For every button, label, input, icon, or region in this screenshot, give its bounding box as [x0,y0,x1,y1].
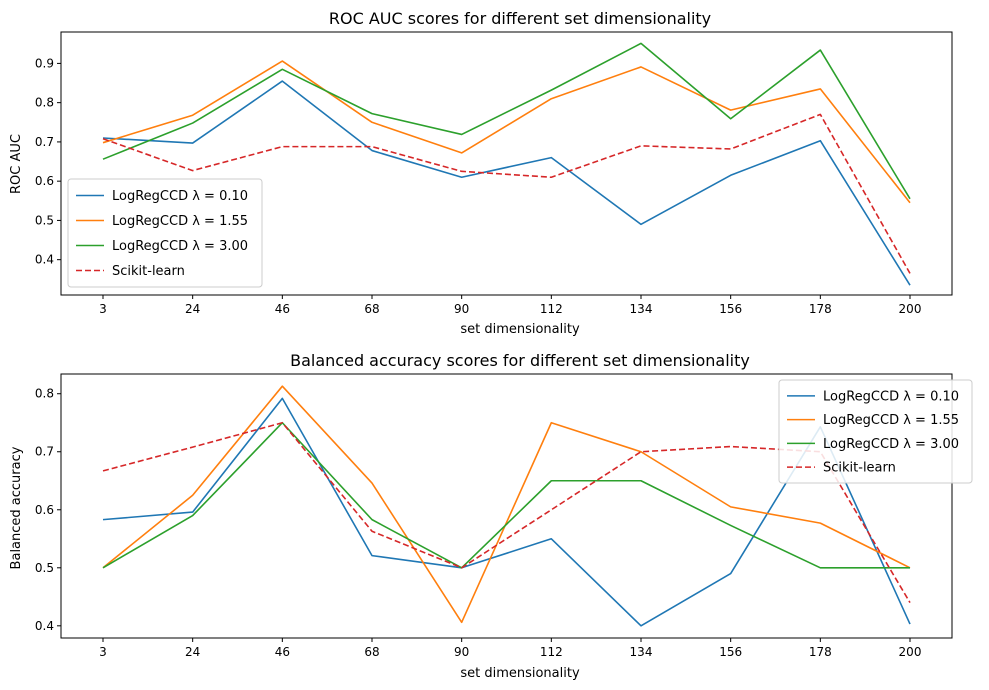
chart-title: Balanced accuracy scores for different s… [290,351,750,370]
x-tick-label: 24 [185,645,200,659]
legend-entry-label: LogRegCCD λ = 1.55 [112,214,248,229]
x-tick-label: 200 [899,302,922,316]
y-tick-label: 0.7 [35,135,54,149]
x-tick-label: 200 [899,645,922,659]
y-tick-label: 0.6 [35,174,54,188]
x-tick-label: 46 [275,302,290,316]
y-tick-label: 0.8 [35,96,54,110]
chart-title: ROC AUC scores for different set dimensi… [329,9,711,28]
x-axis-label: set dimensionality [460,666,580,681]
x-tick-label: 90 [454,645,469,659]
x-tick-label: 90 [454,302,469,316]
balanced-accuracy-chart: Balanced accuracy scores for different s… [9,351,972,681]
x-tick-label: 3 [99,645,107,659]
y-tick-label: 0.8 [35,387,54,401]
x-tick-label: 156 [719,645,742,659]
y-tick-label: 0.9 [35,56,54,70]
y-axis-label: ROC AUC [9,134,24,194]
x-tick-label: 178 [809,302,832,316]
x-tick-label: 112 [540,302,563,316]
y-tick-label: 0.5 [35,213,54,227]
x-tick-label: 156 [719,302,742,316]
legend-entry-label: LogRegCCD λ = 1.55 [823,413,959,428]
x-axis-label: set dimensionality [460,322,580,337]
y-axis-label: Balanced accuracy [9,446,24,569]
x-tick-label: 68 [364,302,379,316]
x-tick-label: 46 [275,645,290,659]
x-tick-label: 134 [630,302,653,316]
x-tick-label: 68 [364,645,379,659]
y-tick-label: 0.5 [35,561,54,575]
y-tick-label: 0.4 [35,253,54,267]
legend-entry-label: LogRegCCD λ = 0.10 [112,189,248,204]
x-tick-label: 178 [809,645,832,659]
x-tick-label: 112 [540,645,563,659]
y-tick-label: 0.6 [35,503,54,517]
x-tick-label: 134 [630,645,653,659]
legend-entry-label: LogRegCCD λ = 0.10 [823,389,959,404]
x-tick-label: 24 [185,302,200,316]
y-tick-label: 0.7 [35,445,54,459]
legend-entry-label: LogRegCCD λ = 3.00 [112,239,248,254]
legend-entry-label: LogRegCCD λ = 3.00 [823,437,959,452]
x-tick-label: 3 [99,302,107,316]
y-tick-label: 0.4 [35,619,54,633]
legend-entry-label: Scikit-learn [112,264,185,279]
roc-auc-chart: ROC AUC scores for different set dimensi… [9,9,952,337]
legend-entry-label: Scikit-learn [823,461,896,476]
